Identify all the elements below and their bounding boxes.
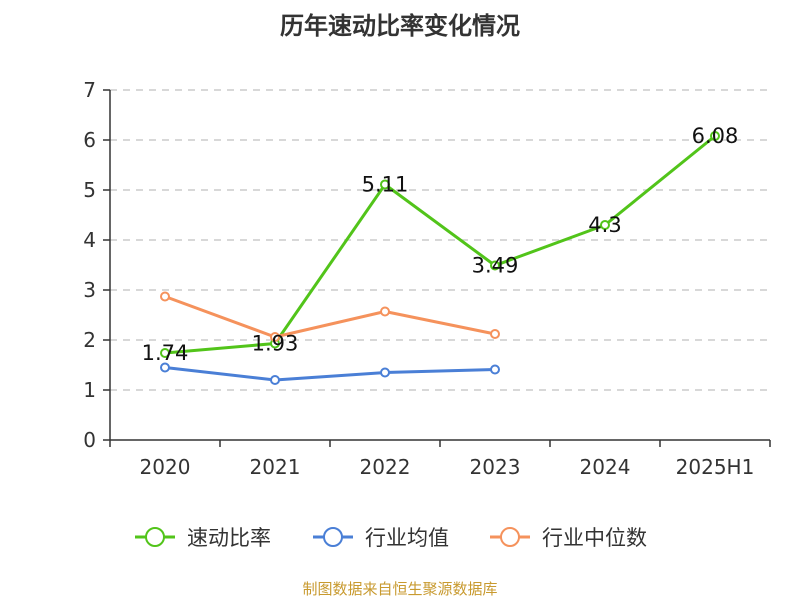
y-tick-label: 3 xyxy=(83,278,96,302)
data-label: 1.74 xyxy=(142,341,189,365)
series-1-point xyxy=(710,131,720,141)
series-2-point xyxy=(380,367,390,378)
y-tick-label: 1 xyxy=(83,378,96,402)
data-label: 3.49 xyxy=(472,254,519,278)
series-3-point xyxy=(160,291,170,302)
series-1-point xyxy=(380,179,390,190)
series-3-point xyxy=(270,332,280,342)
data-label: 4.3 xyxy=(588,213,621,237)
series-1-point xyxy=(600,220,610,230)
legend-label: 行业均值 xyxy=(365,526,449,550)
y-tick-label: 4 xyxy=(83,228,96,252)
legend-label: 行业中位数 xyxy=(542,526,647,550)
legend-item: 速动比率 xyxy=(135,526,271,550)
series-2-point xyxy=(270,375,280,385)
y-tick-label: 7 xyxy=(83,78,96,102)
y-tick-label: 0 xyxy=(83,428,96,452)
data-label: 1.93 xyxy=(252,332,299,356)
legend-marker-icon xyxy=(323,527,343,547)
legend: 速动比率 行业均值 行业中位数 xyxy=(135,526,647,550)
chart-title: 历年速动比率变化情况 xyxy=(280,12,520,40)
legend-item: 行业中位数 xyxy=(490,526,647,550)
grid-lines xyxy=(110,89,770,391)
source-note: 制图数据来自恒生聚源数据库 xyxy=(302,580,498,598)
data-labels: 1.74 1.93 5.11 3.49 4.3 6.08 xyxy=(142,124,739,365)
series-1-line xyxy=(164,134,716,355)
x-tick-label: 2025H1 xyxy=(676,455,755,479)
legend-marker-icon xyxy=(145,527,165,547)
x-tick-label: 2024 xyxy=(580,455,631,479)
y-tick-label: 6 xyxy=(83,128,96,152)
series-3-point xyxy=(380,306,390,317)
y-tick-label: 2 xyxy=(83,328,96,352)
series-1-point xyxy=(160,348,170,358)
x-tick-label: 2021 xyxy=(250,455,301,479)
axes: 0 1 2 3 4 5 6 7 2020 2021 2022 2023 2024 2025H1 xyxy=(83,78,771,479)
data-label: 5.11 xyxy=(362,173,409,197)
series-lines xyxy=(160,131,720,385)
legend-item: 行业均值 xyxy=(313,526,449,550)
series-2-point xyxy=(490,364,500,375)
series-2-point xyxy=(160,362,170,373)
legend-marker-icon xyxy=(500,527,520,547)
x-tick-label: 2020 xyxy=(140,455,191,479)
data-label: 6.08 xyxy=(692,124,739,148)
x-tick-label: 2023 xyxy=(470,455,521,479)
legend-label: 速动比率 xyxy=(187,526,271,550)
series-2-line xyxy=(164,366,496,382)
series-3-point xyxy=(490,329,500,339)
series-3-line xyxy=(164,295,496,339)
series-1-point xyxy=(490,260,500,271)
y-tick-label: 5 xyxy=(83,178,96,202)
x-tick-label: 2022 xyxy=(360,455,411,479)
